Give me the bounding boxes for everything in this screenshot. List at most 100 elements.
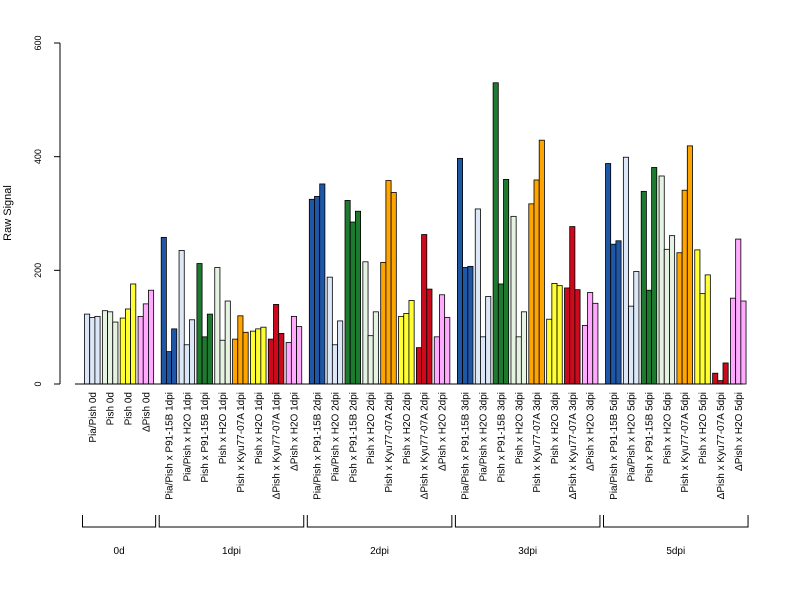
bar xyxy=(740,300,747,385)
bar xyxy=(415,347,422,385)
x-tick-label: Pia/Pish x P91-15B 5dpi xyxy=(609,392,620,500)
bar xyxy=(564,287,571,385)
bar xyxy=(250,330,257,385)
bar xyxy=(326,276,333,385)
x-tick-label: Pish x P91-15B 1dpi xyxy=(200,392,211,483)
bar xyxy=(704,274,711,385)
bar xyxy=(717,380,724,385)
x-tick-label: ΔPish x Kyu77-07A 3dpi xyxy=(568,392,579,499)
y-axis: 0 200 400 600 xyxy=(33,35,61,387)
bar xyxy=(622,156,629,385)
bar xyxy=(510,215,517,385)
x-tick-label: ΔPish x Kyu77-07A 1dpi xyxy=(272,392,283,499)
bar xyxy=(148,289,155,385)
y-tick-label: 200 xyxy=(33,263,43,278)
bar xyxy=(497,283,504,385)
bar xyxy=(242,331,249,385)
bar xyxy=(462,267,469,385)
bar xyxy=(290,315,297,385)
bar xyxy=(273,304,280,385)
x-tick-label: Pish 0d xyxy=(106,392,117,425)
bar xyxy=(556,285,563,385)
x-tick-label: Pish x H2O 1dpi xyxy=(218,392,229,464)
bar xyxy=(663,248,670,385)
bar xyxy=(125,308,132,385)
bar xyxy=(646,289,653,385)
bar xyxy=(515,336,522,385)
x-tick-label: Pish x H2O 2dpi xyxy=(402,392,413,464)
bar xyxy=(380,261,387,385)
bar xyxy=(84,313,91,385)
bar xyxy=(735,238,742,385)
y-axis-label: Raw Signal xyxy=(2,185,14,241)
y-tick-label: 0 xyxy=(33,381,43,386)
bar xyxy=(255,328,262,385)
x-tick-label: Pish x H2O 3dpi xyxy=(550,392,561,464)
x-tick-label: Pia/Pish x H2O 1dpi xyxy=(182,392,193,482)
bar xyxy=(712,372,719,385)
x-tick-label: ΔPish 0d xyxy=(141,392,152,432)
bar xyxy=(160,236,167,385)
bar xyxy=(503,178,510,385)
bar xyxy=(699,293,706,385)
x-tick-label: ΔPish x Kyu77-07A 2dpi xyxy=(420,392,431,499)
bar xyxy=(426,288,433,385)
bar xyxy=(308,198,315,385)
bar xyxy=(142,303,149,385)
bars xyxy=(84,82,747,385)
bar xyxy=(119,317,126,385)
bar xyxy=(485,296,492,385)
bar xyxy=(267,338,274,385)
group-brackets: 0d 1dpi 2dpi 3dpi 5dpi xyxy=(82,515,749,557)
x-tick-label: ΔPish x Kyu77-07A 5dpi xyxy=(716,392,727,499)
bar xyxy=(628,305,635,385)
bar xyxy=(314,196,321,385)
bar xyxy=(224,300,231,385)
group-bracket xyxy=(603,515,749,528)
bar xyxy=(439,294,446,385)
group-label: 0d xyxy=(114,546,125,557)
bar xyxy=(112,321,119,385)
bar xyxy=(640,190,647,385)
bar xyxy=(676,252,683,385)
bar xyxy=(130,283,137,385)
group-label: 3dpi xyxy=(518,546,537,557)
bar xyxy=(165,351,172,385)
x-tick-label: Pish x Kyu77-07A 5dpi xyxy=(680,392,691,493)
bar xyxy=(730,297,737,385)
x-tick-label: Pish 0d xyxy=(124,392,135,425)
x-tick-label: Pish x P91-15B 3dpi xyxy=(496,392,507,483)
x-tick-label: ΔPish x H2O 1dpi xyxy=(289,392,300,471)
x-tick-label: Pish x Kyu77-07A 1dpi xyxy=(236,392,247,493)
bar xyxy=(260,326,267,385)
x-tick-label: Pia/Pish 0d xyxy=(88,392,99,443)
x-tick-label: Pish x H2O 5dpi xyxy=(662,392,673,464)
x-tick-label: Pish x Kyu77-07A 2dpi xyxy=(384,392,395,493)
x-tick-label: Pish x H2O 2dpi xyxy=(366,392,377,464)
bar xyxy=(137,315,144,385)
bar xyxy=(189,319,196,385)
bar xyxy=(592,302,599,385)
bar xyxy=(538,139,545,385)
bar xyxy=(319,183,326,385)
group-label: 5dpi xyxy=(666,546,685,557)
bar xyxy=(433,336,440,385)
x-tick-label: Pish x P91-15B 5dpi xyxy=(645,392,656,483)
bar xyxy=(574,289,581,385)
bar xyxy=(296,326,303,385)
bar xyxy=(337,320,344,385)
y-tick-label: 600 xyxy=(33,35,43,50)
bar xyxy=(533,179,540,385)
bar xyxy=(520,311,527,385)
bar xyxy=(362,261,369,385)
group-bracket xyxy=(158,515,305,528)
bar xyxy=(278,333,285,385)
x-tick-label: Pish x Kyu77-07A 3dpi xyxy=(532,392,543,493)
bar xyxy=(196,263,203,385)
bar xyxy=(390,192,397,385)
bar xyxy=(605,163,612,385)
bar xyxy=(214,267,221,385)
bar xyxy=(421,234,428,385)
bar xyxy=(610,243,617,385)
